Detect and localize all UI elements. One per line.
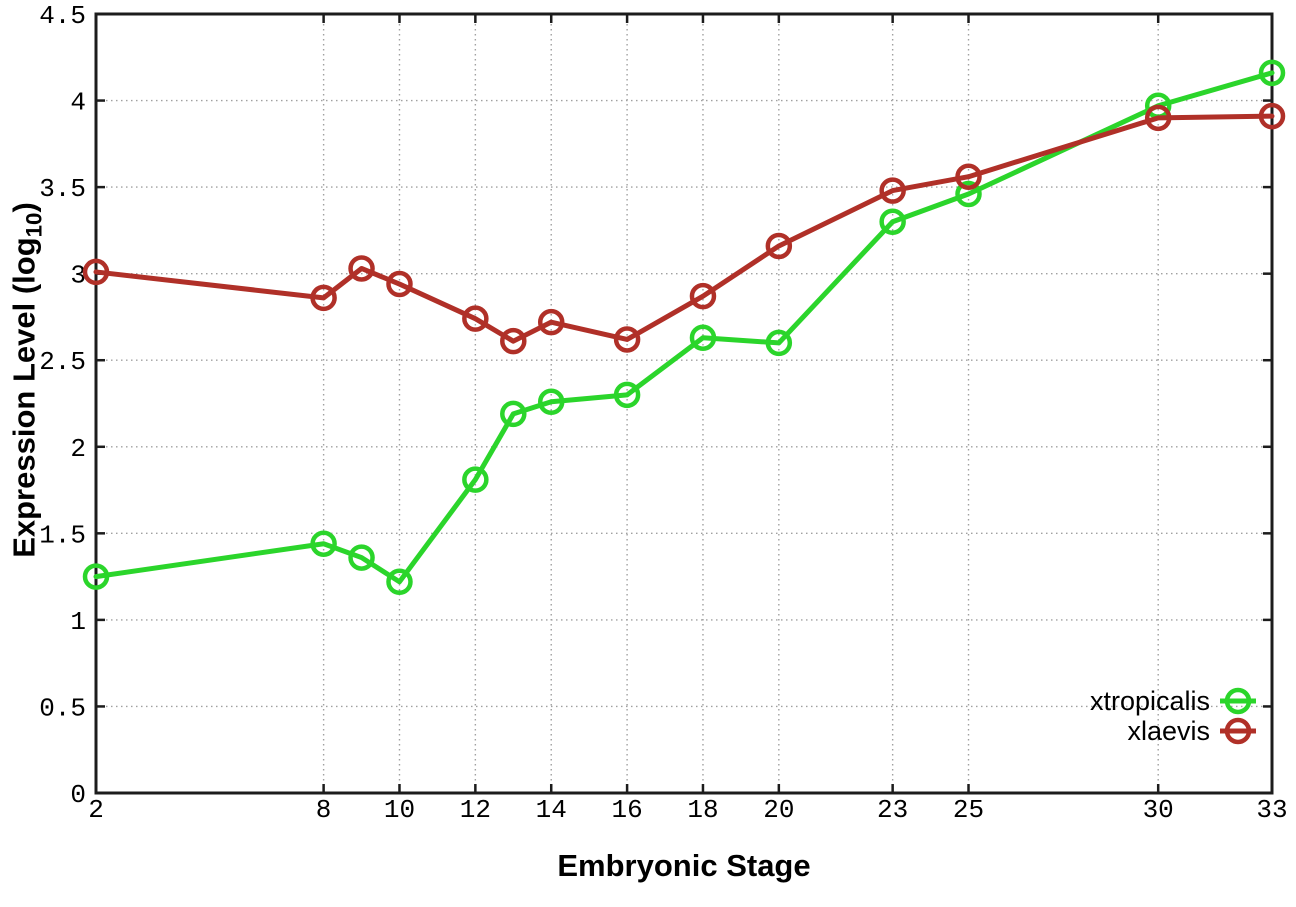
- y-tick-label: 0: [70, 780, 86, 810]
- data-point-xtropicalis: [955, 180, 982, 208]
- y-tick-label: 0.5: [39, 693, 86, 723]
- data-point-xlaevis: [310, 284, 337, 312]
- y-tick-label: 3: [70, 261, 86, 291]
- series-xlaevis: [82, 102, 1286, 355]
- data-point-xtropicalis: [613, 381, 641, 409]
- y-axis-title-suffix: ): [6, 202, 42, 213]
- data-point-xlaevis: [1258, 102, 1286, 130]
- x-tick-label: 18: [687, 795, 718, 825]
- data-point-xlaevis: [500, 327, 527, 355]
- y-tick-label: 1.5: [39, 520, 86, 550]
- data-point-xlaevis: [348, 255, 375, 282]
- legend-label-xtropicalis: xtropicalis: [1090, 686, 1210, 716]
- legend-item-xtropicalis: xtropicalis: [1090, 686, 1256, 716]
- x-tick-label: 16: [611, 795, 642, 825]
- data-point-xlaevis: [765, 232, 793, 260]
- y-tick-label: 4: [70, 88, 86, 118]
- y-tick-label: 3.5: [39, 174, 86, 204]
- data-point-xtropicalis: [879, 208, 906, 235]
- data-point-xlaevis: [537, 308, 565, 336]
- data-point-xlaevis: [689, 282, 717, 310]
- data-point-xtropicalis: [765, 329, 793, 357]
- x-tick-label: 14: [536, 795, 567, 825]
- data-point-xtropicalis: [386, 568, 413, 596]
- data-point-xlaevis: [613, 326, 641, 353]
- series-xtropicalis: [82, 59, 1286, 596]
- x-tick-label: 30: [1143, 795, 1174, 825]
- legend-marker-xtropicalis: [1224, 687, 1252, 715]
- y-axis-title: Expression Level (log10): [6, 202, 47, 558]
- data-point-xlaevis: [955, 163, 982, 190]
- legend-label-xlaevis: xlaevis: [1127, 716, 1210, 746]
- axis-ticks: 2 8 10 12 14 16 18 20 23 25 30 33 0 0.5 1 1.5 2 2.5 3 3.5 4 4…: [39, 1, 1287, 825]
- y-tick-label: 4.5: [39, 1, 86, 31]
- x-tick-label: 23: [877, 795, 908, 825]
- x-tick-label: 2: [88, 795, 104, 825]
- legend-item-xlaevis: xlaevis: [1127, 716, 1256, 746]
- y-axis-title-prefix: Expression Level (log: [6, 237, 42, 558]
- data-point-xlaevis: [82, 258, 110, 286]
- x-tick-label: 25: [953, 795, 984, 825]
- x-axis-title: Embryonic Stage: [557, 848, 811, 883]
- data-point-xtropicalis: [348, 544, 375, 571]
- data-point-xlaevis: [462, 305, 489, 332]
- data-point-xlaevis: [386, 270, 413, 298]
- data-point-xtropicalis: [689, 324, 717, 351]
- y-tick-label: 2: [70, 434, 86, 464]
- data-point-xtropicalis: [1258, 59, 1286, 87]
- series-line-xtropicalis: [93, 70, 1275, 585]
- data-point-xtropicalis: [500, 400, 527, 428]
- data-point-xtropicalis: [82, 563, 110, 590]
- data-point-xtropicalis: [537, 388, 565, 416]
- x-tick-label: 12: [460, 795, 491, 825]
- x-tick-label: 20: [763, 795, 794, 825]
- y-tick-label: 2.5: [39, 347, 86, 377]
- gridlines: [96, 14, 1272, 793]
- y-axis-title-subscript: 10: [21, 212, 47, 238]
- legend-marker-xlaevis: [1224, 717, 1252, 745]
- plot-border: [94, 12, 1274, 795]
- x-tick-label: 33: [1256, 795, 1287, 825]
- data-point-xtropicalis: [310, 530, 337, 557]
- data-point-xtropicalis: [462, 466, 489, 493]
- data-point-xlaevis: [879, 177, 906, 204]
- y-tick-label: 1: [70, 607, 86, 637]
- x-tick-label: 10: [384, 795, 415, 825]
- series-line-xlaevis: [93, 113, 1275, 344]
- x-tick-label: 8: [316, 795, 332, 825]
- data-point-xlaevis: [1144, 104, 1172, 132]
